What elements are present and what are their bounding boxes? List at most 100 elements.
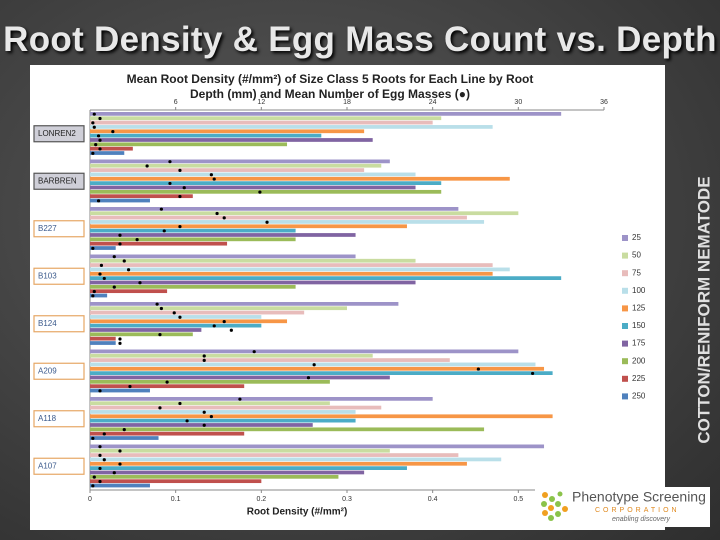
legend-label: 250	[632, 392, 646, 401]
category-box	[33, 125, 85, 143]
egg-mass-dot	[102, 276, 106, 281]
bar	[90, 366, 545, 371]
category-box	[33, 315, 85, 333]
egg-mass-dot	[102, 458, 106, 462]
bar	[90, 444, 545, 449]
top-tick-label: 36	[600, 99, 608, 106]
legend-label: 225	[632, 374, 646, 383]
bar	[90, 116, 442, 121]
bar	[90, 233, 356, 237]
bar	[90, 332, 193, 337]
category-label: A209	[38, 366, 57, 375]
top-tick-label: 12	[257, 99, 265, 106]
legend-swatch	[622, 287, 628, 294]
category-box	[33, 362, 85, 380]
bar	[90, 125, 493, 129]
logo-corp: CORPORATION	[595, 507, 680, 514]
bar	[90, 470, 365, 475]
egg-mass-dot	[185, 419, 189, 423]
egg-mass-dot	[96, 134, 101, 138]
egg-mass-dot	[94, 143, 98, 147]
egg-mass-dot	[98, 445, 102, 449]
egg-mass-dot	[212, 177, 216, 181]
egg-mass-dot	[102, 432, 106, 436]
category-label: BARBREN	[38, 176, 77, 185]
bar	[90, 129, 365, 134]
egg-mass-dot	[91, 121, 95, 125]
category-label: A118	[38, 414, 57, 423]
egg-mass-dot	[98, 116, 102, 121]
egg-mass-dot	[135, 238, 139, 242]
bottom-tick-label: 0.4	[428, 496, 438, 503]
bar	[90, 336, 116, 341]
bar	[90, 120, 433, 125]
egg-mass-dot	[118, 337, 122, 341]
bar	[90, 181, 442, 185]
egg-mass-dot	[168, 160, 172, 164]
egg-mass-dot	[91, 436, 95, 440]
bar	[90, 241, 228, 246]
logo-icon	[541, 491, 568, 521]
bar	[90, 371, 553, 375]
egg-mass-dot	[172, 311, 176, 315]
egg-mass-dot	[118, 462, 122, 466]
egg-mass-dot	[265, 220, 269, 224]
bar	[90, 146, 133, 151]
legend-swatch	[622, 323, 628, 329]
egg-mass-dot	[112, 285, 116, 289]
bar	[90, 176, 510, 181]
bar	[90, 436, 159, 440]
egg-mass-dot	[258, 190, 262, 194]
egg-mass-dot	[122, 259, 126, 263]
egg-mass-dot	[122, 428, 126, 432]
legend-label: 50	[632, 251, 641, 260]
bar	[90, 267, 510, 272]
bar	[90, 384, 245, 389]
egg-mass-dot	[91, 246, 95, 250]
bar	[90, 306, 347, 311]
egg-mass-dot	[209, 173, 213, 177]
bar	[90, 453, 459, 457]
category-box	[33, 172, 85, 190]
egg-mass-dot	[118, 341, 122, 345]
category-label: B124	[38, 319, 57, 328]
egg-mass-dot	[209, 414, 213, 419]
egg-mass-dot	[212, 324, 216, 328]
egg-mass-dot	[159, 306, 163, 311]
egg-mass-dot	[145, 164, 149, 168]
bar	[90, 388, 150, 393]
bar	[90, 315, 262, 319]
bar	[90, 112, 562, 116]
legend-label: 100	[632, 286, 646, 295]
bar	[90, 358, 450, 362]
egg-mass-dot	[98, 138, 102, 142]
bottom-tick-label: 0.5	[513, 496, 523, 503]
side-label: COTTON/RENIFORM NEMATODE	[694, 176, 713, 443]
egg-mass-dot	[92, 112, 96, 116]
category-box	[33, 410, 85, 428]
legend-label: 200	[632, 356, 646, 365]
bar	[90, 474, 339, 479]
egg-mass-dot	[312, 363, 316, 367]
bar	[90, 142, 288, 147]
bar	[90, 133, 322, 138]
egg-mass-dot	[98, 453, 102, 457]
legend-swatch	[622, 305, 628, 312]
bottom-tick-label: 0.1	[171, 496, 181, 503]
legend-swatch	[622, 375, 628, 382]
egg-mass-dot	[118, 449, 122, 453]
egg-mass-dot	[229, 328, 233, 332]
bar	[90, 258, 416, 263]
egg-mass-dot	[168, 181, 172, 186]
category-box	[33, 457, 85, 475]
category-label: A107	[38, 461, 57, 470]
egg-mass-dot	[222, 216, 226, 220]
bar	[90, 349, 519, 354]
bar	[90, 159, 390, 164]
bar	[90, 375, 390, 380]
egg-mass-dot	[98, 479, 102, 484]
bar	[90, 323, 262, 328]
bar	[90, 457, 502, 462]
egg-mass-dot	[202, 358, 206, 362]
